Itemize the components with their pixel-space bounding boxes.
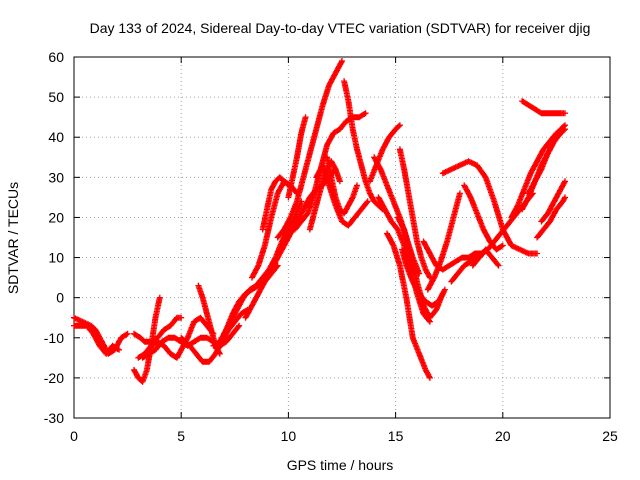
data-series xyxy=(341,78,386,213)
data-point-markers xyxy=(439,158,541,257)
plot-frame xyxy=(73,56,611,419)
data-series xyxy=(259,174,292,233)
data-point-markers xyxy=(324,154,360,217)
x-tick-label: 10 xyxy=(281,428,297,444)
data-point-markers xyxy=(274,58,345,241)
x-tick-label: 0 xyxy=(70,428,78,444)
data-series xyxy=(399,246,448,309)
y-tick-label: -30 xyxy=(44,410,64,426)
x-tick-label: 5 xyxy=(177,428,185,444)
data-point-markers xyxy=(424,190,463,293)
data-point-markers xyxy=(461,182,506,253)
data-series xyxy=(285,114,309,201)
data-point-markers xyxy=(259,174,292,233)
data-point-markers xyxy=(469,246,502,269)
y-tick-label: -20 xyxy=(44,370,64,386)
data-series xyxy=(439,158,541,257)
data-series xyxy=(274,58,345,241)
x-tick-label: 25 xyxy=(602,428,618,444)
data-point-markers xyxy=(538,178,568,225)
y-tick-label: 20 xyxy=(48,209,64,225)
data-series xyxy=(384,230,433,381)
y-tick-label: 0 xyxy=(56,290,64,306)
data-series xyxy=(313,162,371,229)
chart-title: Day 133 of 2024, Sidereal Day-to-day VTE… xyxy=(90,20,591,36)
data-point-markers xyxy=(399,246,448,309)
data-point-markers xyxy=(313,162,371,229)
data-point-markers xyxy=(534,194,568,241)
plot-border xyxy=(73,56,611,419)
y-tick-label: -10 xyxy=(44,330,64,346)
y-tick-label: 60 xyxy=(48,49,64,65)
x-tick-label: 20 xyxy=(495,428,511,444)
axis-ticks xyxy=(73,56,611,419)
x-tick-label: 15 xyxy=(388,428,404,444)
data-point-markers xyxy=(71,322,122,357)
data-point-markers xyxy=(341,78,386,213)
data-series xyxy=(538,178,568,225)
grid xyxy=(74,57,610,418)
y-tick-label: 50 xyxy=(48,89,64,105)
data-series xyxy=(396,146,433,281)
data-point-markers xyxy=(384,230,433,381)
data-series xyxy=(469,246,502,269)
x-tick-labels: 0 5 10 15 20 25 xyxy=(70,428,618,444)
y-axis-title: SDTVAR / TECUs xyxy=(5,182,21,294)
data-series xyxy=(71,322,122,357)
y-tick-label: 40 xyxy=(48,129,64,145)
data-series xyxy=(461,182,506,253)
data-points xyxy=(71,58,568,385)
data-series xyxy=(324,154,360,217)
data-point-markers xyxy=(525,126,568,197)
data-series xyxy=(534,194,568,241)
y-tick-label: 30 xyxy=(48,169,64,185)
data-point-markers xyxy=(396,146,433,281)
y-tick-labels: -30 -20 -10 0 10 20 30 40 50 60 xyxy=(44,49,64,426)
y-tick-label: 10 xyxy=(48,250,64,266)
data-point-markers xyxy=(285,114,309,201)
data-series xyxy=(424,190,463,293)
x-axis-title: GPS time / hours xyxy=(287,457,394,473)
data-point-markers xyxy=(519,98,568,117)
data-series xyxy=(519,98,568,117)
data-series xyxy=(525,126,568,197)
